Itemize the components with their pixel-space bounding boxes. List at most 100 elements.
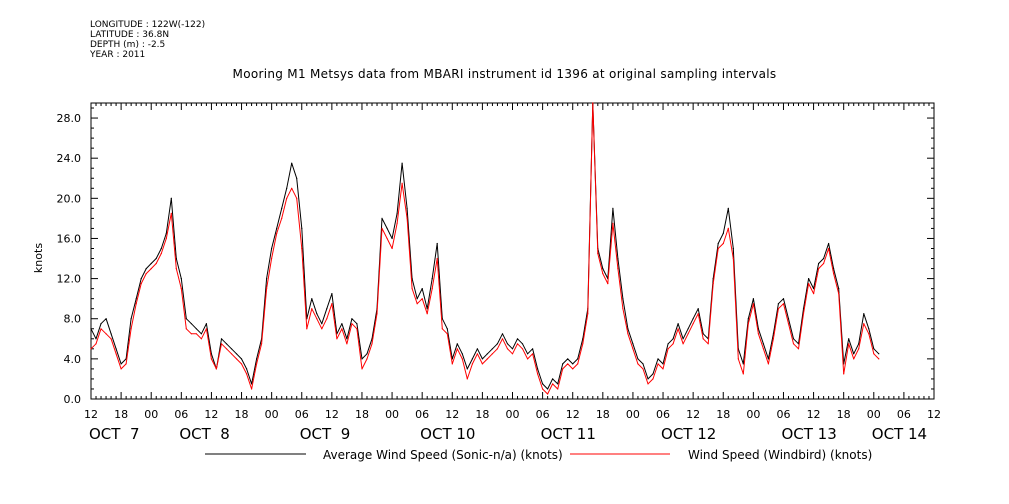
point-average-wind-speed bbox=[135, 298, 137, 300]
point-average-wind-speed bbox=[256, 358, 258, 360]
point-windbird-wind-speed bbox=[306, 328, 308, 330]
point-windbird-wind-speed bbox=[752, 303, 755, 305]
x-hour-label: 00 bbox=[506, 408, 520, 421]
x-hour-label: 18 bbox=[114, 408, 128, 421]
point-windbird-wind-speed bbox=[587, 313, 589, 315]
point-average-wind-speed bbox=[205, 323, 207, 325]
point-windbird-wind-speed bbox=[572, 368, 574, 370]
point-average-wind-speed bbox=[326, 308, 328, 310]
point-average-wind-speed bbox=[823, 257, 825, 260]
point-average-wind-speed bbox=[873, 348, 875, 350]
point-average-wind-speed bbox=[762, 343, 765, 345]
point-average-wind-speed bbox=[792, 338, 795, 340]
point-average-wind-speed bbox=[742, 363, 744, 365]
point-average-wind-speed bbox=[301, 227, 303, 229]
point-average-wind-speed bbox=[240, 358, 243, 360]
plot-frame bbox=[90, 102, 935, 400]
point-windbird-wind-speed bbox=[366, 358, 368, 360]
point-average-wind-speed bbox=[767, 358, 770, 360]
chart-title: Mooring M1 Metsys data from MBARI instru… bbox=[232, 67, 777, 81]
x-hour-label: 18 bbox=[716, 408, 730, 421]
point-windbird-wind-speed bbox=[652, 378, 654, 380]
series-lines bbox=[90, 102, 880, 395]
point-average-wind-speed bbox=[100, 323, 102, 325]
point-average-wind-speed bbox=[251, 383, 253, 385]
point-average-wind-speed bbox=[818, 262, 820, 265]
x-hour-label: 06 bbox=[897, 408, 911, 421]
point-average-wind-speed bbox=[366, 353, 368, 355]
point-average-wind-speed bbox=[406, 207, 408, 209]
x-hour-label: 18 bbox=[837, 408, 851, 421]
point-windbird-wind-speed bbox=[772, 338, 775, 340]
y-tick-label: 4.0 bbox=[64, 353, 82, 366]
point-average-wind-speed bbox=[235, 353, 238, 355]
point-windbird-wind-speed bbox=[311, 308, 313, 310]
point-windbird-wind-speed bbox=[762, 348, 765, 350]
point-windbird-wind-speed bbox=[592, 102, 594, 104]
point-windbird-wind-speed bbox=[210, 358, 212, 360]
point-average-wind-speed bbox=[657, 358, 659, 360]
point-average-wind-speed bbox=[471, 358, 473, 360]
point-windbird-wind-speed bbox=[446, 333, 448, 335]
point-windbird-wind-speed bbox=[843, 373, 845, 375]
point-average-wind-speed bbox=[697, 308, 699, 310]
point-average-wind-speed bbox=[838, 288, 840, 290]
point-windbird-wind-speed bbox=[537, 373, 539, 375]
x-date-label: OCT 11 bbox=[541, 425, 596, 443]
point-windbird-wind-speed bbox=[426, 313, 428, 315]
point-average-wind-speed bbox=[341, 323, 343, 325]
point-average-wind-speed bbox=[858, 343, 860, 345]
point-average-wind-speed bbox=[190, 323, 192, 325]
point-average-wind-speed bbox=[752, 298, 755, 300]
point-average-wind-speed bbox=[828, 242, 830, 245]
point-average-wind-speed bbox=[276, 227, 278, 229]
point-windbird-wind-speed bbox=[185, 328, 187, 330]
point-windbird-wind-speed bbox=[491, 353, 493, 355]
point-average-wind-speed bbox=[140, 278, 142, 280]
point-average-wind-speed bbox=[200, 333, 202, 335]
point-windbird-wind-speed bbox=[276, 232, 278, 234]
point-windbird-wind-speed bbox=[532, 353, 534, 355]
point-windbird-wind-speed bbox=[732, 257, 734, 260]
point-average-wind-speed bbox=[456, 343, 458, 345]
point-windbird-wind-speed bbox=[787, 323, 790, 325]
x-hour-label: 12 bbox=[204, 408, 218, 421]
point-windbird-wind-speed bbox=[476, 353, 478, 355]
x-hour-label: 06 bbox=[776, 408, 790, 421]
point-average-wind-speed bbox=[647, 378, 649, 380]
x-hour-label: 00 bbox=[746, 408, 760, 421]
point-average-wind-speed bbox=[632, 343, 634, 345]
point-average-wind-speed bbox=[667, 343, 669, 345]
point-average-wind-speed bbox=[637, 358, 639, 360]
plot-border bbox=[90, 102, 935, 400]
y-tick-label: 0.0 bbox=[64, 393, 82, 406]
point-windbird-wind-speed bbox=[521, 348, 524, 350]
point-windbird-wind-speed bbox=[813, 293, 815, 295]
x-hour-label: 12 bbox=[84, 408, 98, 421]
point-windbird-wind-speed bbox=[230, 353, 233, 355]
point-windbird-wind-speed bbox=[853, 358, 855, 360]
point-windbird-wind-speed bbox=[742, 373, 744, 375]
point-average-wind-speed bbox=[351, 318, 353, 320]
point-average-wind-speed bbox=[381, 217, 383, 219]
point-windbird-wind-speed bbox=[868, 333, 870, 335]
point-windbird-wind-speed bbox=[381, 227, 383, 229]
point-windbird-wind-speed bbox=[326, 318, 328, 320]
point-windbird-wind-speed bbox=[261, 343, 263, 345]
x-hour-label: 12 bbox=[325, 408, 339, 421]
point-average-wind-speed bbox=[642, 363, 644, 365]
x-date-label: OCT 9 bbox=[300, 425, 351, 443]
point-average-wind-speed bbox=[537, 368, 539, 370]
point-windbird-wind-speed bbox=[662, 368, 664, 370]
point-windbird-wind-speed bbox=[637, 363, 639, 365]
point-windbird-wind-speed bbox=[406, 217, 408, 219]
y-tick-label: 16.0 bbox=[57, 232, 82, 245]
point-average-wind-speed bbox=[446, 328, 448, 330]
point-windbird-wind-speed bbox=[401, 182, 403, 184]
point-windbird-wind-speed bbox=[155, 262, 157, 265]
point-average-wind-speed bbox=[296, 177, 298, 179]
point-windbird-wind-speed bbox=[767, 363, 770, 365]
y-tick-label: 12.0 bbox=[57, 273, 82, 286]
point-average-wind-speed bbox=[361, 358, 363, 360]
